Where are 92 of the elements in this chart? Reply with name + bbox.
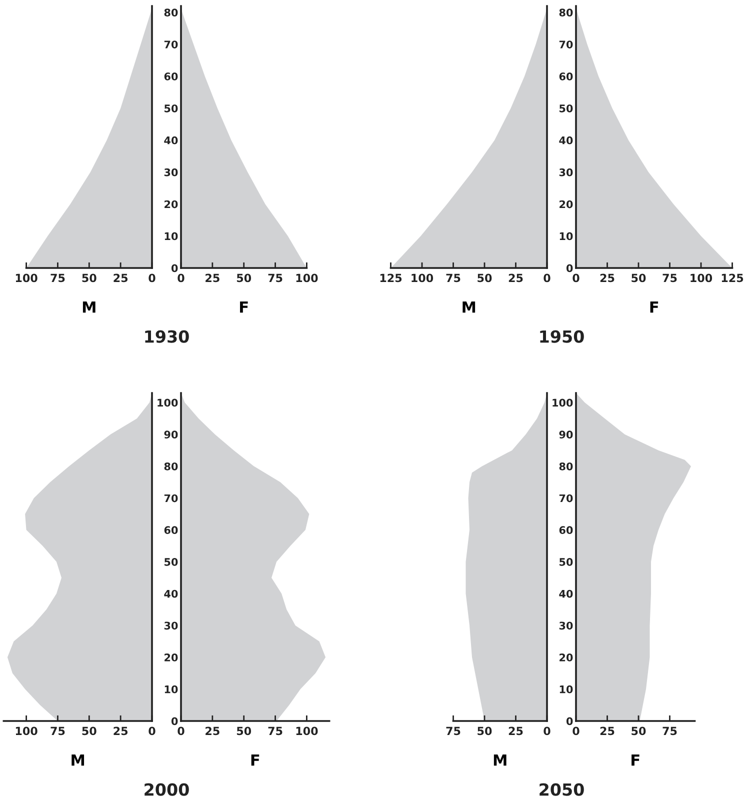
- x-tick-label: 25: [114, 274, 128, 282]
- y-tick-label: 60: [559, 526, 573, 534]
- x-tick-label: 100: [16, 726, 38, 736]
- x-tick-label: 125: [722, 274, 744, 282]
- x-tick-label: 50: [82, 274, 96, 282]
- x-tick-label: 75: [662, 726, 677, 736]
- y-tick-label: 10: [560, 685, 573, 694]
- y-tick-label: 60: [559, 72, 573, 80]
- y-tick-label: 80: [164, 8, 178, 16]
- y-tick-label: 50: [560, 104, 573, 112]
- y-tick-label: 80: [559, 462, 573, 470]
- x-tick-label: 50: [478, 274, 492, 282]
- x-tick-label: 100: [412, 274, 434, 282]
- x-tick-label: 25: [206, 726, 220, 736]
- x-tick-label: 100: [16, 274, 38, 282]
- x-tick-label: 0: [572, 274, 580, 282]
- x-axis-title: M: [72, 754, 84, 766]
- y-tick-label: 0: [171, 264, 178, 272]
- x-tick-label: 50: [236, 726, 252, 736]
- x-axis-title: M: [462, 301, 476, 313]
- x-axis-title: M: [82, 301, 96, 313]
- x-tick-label: 50: [478, 726, 492, 736]
- x-tick-label: 0: [572, 726, 580, 736]
- x-tick-label: 75: [268, 274, 282, 282]
- y-tick-label: 80: [559, 8, 573, 16]
- x-tick-label: 75: [662, 274, 677, 282]
- y-tick-label: 70: [559, 40, 573, 48]
- x-tick-label: 75: [268, 726, 282, 736]
- y-tick-label: 30: [559, 622, 573, 630]
- y-tick-label: 100: [158, 398, 178, 407]
- x-tick-label: 25: [600, 274, 614, 282]
- x-tick-label: 25: [508, 726, 523, 736]
- x-tick-label: 0: [178, 274, 184, 282]
- x-tick-label: 0: [544, 726, 550, 736]
- y-tick-label: 30: [559, 168, 573, 176]
- y-tick-label: 10: [164, 685, 178, 694]
- y-tick-label: 0: [566, 717, 573, 726]
- x-tick-label: 100: [296, 274, 318, 282]
- x-axis-title: F: [632, 754, 640, 766]
- y-tick-label: 40: [164, 136, 178, 144]
- x-axis-title: F: [251, 754, 260, 766]
- y-tick-label: 0: [566, 264, 573, 272]
- text: 2050: [540, 783, 584, 796]
- x-tick-label: 100: [690, 274, 712, 282]
- y-tick-label: 50: [164, 558, 178, 566]
- y-tick-label: 20: [164, 200, 178, 208]
- text: 2000: [144, 783, 189, 796]
- y-tick-label: 90: [559, 430, 573, 439]
- y-tick-label: 10: [560, 232, 573, 240]
- y-tick-label: 70: [559, 494, 573, 502]
- y-tick-label: 30: [164, 622, 178, 630]
- y-tick-label: 50: [164, 104, 178, 112]
- y-tick-label: 60: [164, 526, 178, 534]
- y-tick-label: 40: [559, 590, 573, 598]
- y-tick-label: 60: [164, 72, 178, 80]
- y-tick-label: 30: [164, 168, 178, 176]
- y-tick-label: 80: [164, 462, 178, 470]
- text: 1950: [540, 330, 584, 343]
- y-tick-label: 50: [560, 558, 573, 566]
- x-tick-label: 50: [236, 274, 252, 282]
- y-tick-label: 90: [164, 430, 178, 439]
- text: 1930: [145, 330, 189, 343]
- x-axis-title: F: [240, 301, 248, 313]
- x-axis-title: F: [650, 301, 658, 313]
- x-tick-label: 75: [50, 274, 65, 282]
- y-tick-label: 70: [164, 40, 178, 48]
- x-tick-label: 75: [446, 726, 460, 736]
- x-tick-label: 25: [508, 274, 523, 282]
- x-tick-label: 25: [600, 726, 614, 736]
- x-tick-label: 50: [82, 726, 96, 736]
- x-tick-label: 50: [632, 726, 646, 736]
- y-tick-label: 100: [552, 398, 573, 407]
- y-tick-label: 20: [560, 654, 573, 662]
- x-tick-label: 125: [380, 274, 402, 282]
- y-tick-label: 10: [164, 232, 178, 240]
- x-tick-label: 0: [148, 726, 156, 736]
- y-tick-label: 40: [164, 590, 178, 598]
- x-tick-label: 50: [632, 274, 646, 282]
- x-tick-label: 0: [544, 274, 550, 282]
- x-tick-label: 75: [446, 274, 460, 282]
- y-tick-label: 20: [560, 200, 573, 208]
- y-tick-label: 0: [171, 717, 178, 726]
- x-tick-label: 100: [296, 726, 318, 736]
- y-tick-label: 40: [559, 136, 573, 144]
- x-axis-title: M: [494, 754, 506, 766]
- x-tick-label: 0: [178, 726, 184, 736]
- y-tick-label: 20: [164, 654, 178, 662]
- x-tick-label: 0: [148, 274, 156, 282]
- x-tick-label: 75: [50, 726, 65, 736]
- y-tick-label: 70: [164, 494, 178, 502]
- x-tick-label: 25: [114, 726, 128, 736]
- x-tick-label: 25: [206, 274, 220, 282]
